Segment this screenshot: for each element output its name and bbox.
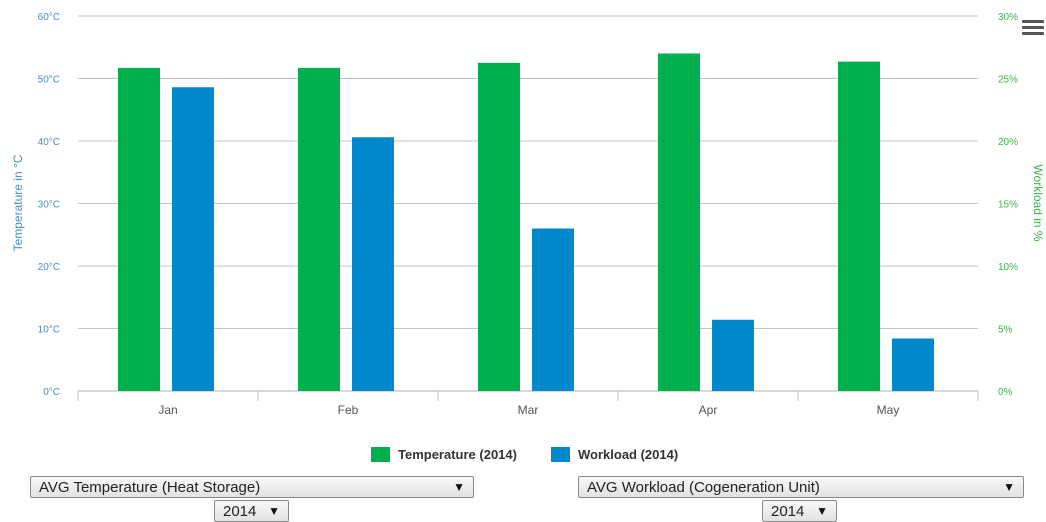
y-right-tick-label: 20% (998, 137, 1018, 148)
x-tick-label: Feb (338, 403, 359, 417)
y-right-axis-title: Workload in % (1031, 164, 1045, 241)
workload-bar (712, 319, 754, 391)
y-right-tick-label: 5% (998, 325, 1013, 336)
legend-swatch-workload (551, 446, 570, 462)
x-tick-label: Jan (158, 403, 177, 417)
right-metric-value: AVG Workload (Cogeneration Unit) (587, 478, 820, 496)
y-right-tick-label: 15% (998, 200, 1018, 211)
legend-item-workload[interactable]: Workload (2014) (551, 444, 678, 464)
temperature-bar (478, 62, 520, 391)
workload-bar (352, 137, 394, 391)
y-right-tick-label: 25% (998, 75, 1018, 86)
chevron-down-icon: ▼ (268, 504, 280, 518)
legend-item-temperature[interactable]: Temperature (2014) (371, 444, 517, 464)
left-year-value: 2014 (223, 502, 257, 520)
y-left-tick-label: 0°C (43, 387, 60, 398)
y-left-tick-label: 40°C (38, 137, 60, 148)
y-right-tick-label: 10% (998, 262, 1018, 273)
temperature-bar (658, 53, 700, 391)
left-metric-value: AVG Temperature (Heat Storage) (39, 478, 261, 496)
left-year-select[interactable]: 2014 ▼ (214, 500, 289, 522)
x-tick-label: Apr (699, 403, 718, 417)
y-left-tick-label: 50°C (38, 75, 60, 86)
chevron-down-icon: ▼ (453, 480, 465, 494)
legend-swatch-temperature (371, 446, 390, 462)
y-left-tick-label: 60°C (38, 12, 60, 23)
y-left-tick-label: 30°C (38, 200, 60, 211)
chevron-down-icon: ▼ (816, 504, 828, 518)
y-right-tick-label: 0% (998, 387, 1013, 398)
workload-bar (892, 338, 934, 391)
x-tick-label: May (877, 403, 900, 417)
legend-label-workload: Workload (2014) (578, 446, 679, 462)
workload-bar (532, 228, 574, 391)
y-left-tick-label: 20°C (38, 262, 60, 273)
chevron-down-icon: ▼ (1003, 480, 1015, 494)
workload-bar (172, 87, 214, 391)
right-metric-select[interactable]: AVG Workload (Cogeneration Unit) ▼ (578, 476, 1024, 498)
y-right-tick-label: 30% (998, 12, 1018, 23)
x-tick-label: Mar (518, 403, 539, 417)
legend-label-temperature: Temperature (2014) (398, 446, 517, 462)
right-year-select[interactable]: 2014 ▼ (762, 500, 837, 522)
chart-legend: Temperature (2014) Workload (2014) (0, 444, 1046, 464)
y-left-tick-label: 10°C (38, 325, 60, 336)
bar-chart: 0°C 0% 10°C 5% 20°C 10% 30°C 15% 40°C 20% 50°C 25% 6… (11, 12, 1045, 417)
chart-menu-icon[interactable] (1022, 20, 1044, 38)
right-year-value: 2014 (771, 502, 805, 520)
temperature-bar (118, 67, 160, 391)
temperature-bar (838, 61, 880, 391)
left-metric-select[interactable]: AVG Temperature (Heat Storage) ▼ (30, 476, 474, 498)
y-left-axis-title: Temperature in °C (11, 154, 25, 251)
temperature-bar (298, 67, 340, 391)
